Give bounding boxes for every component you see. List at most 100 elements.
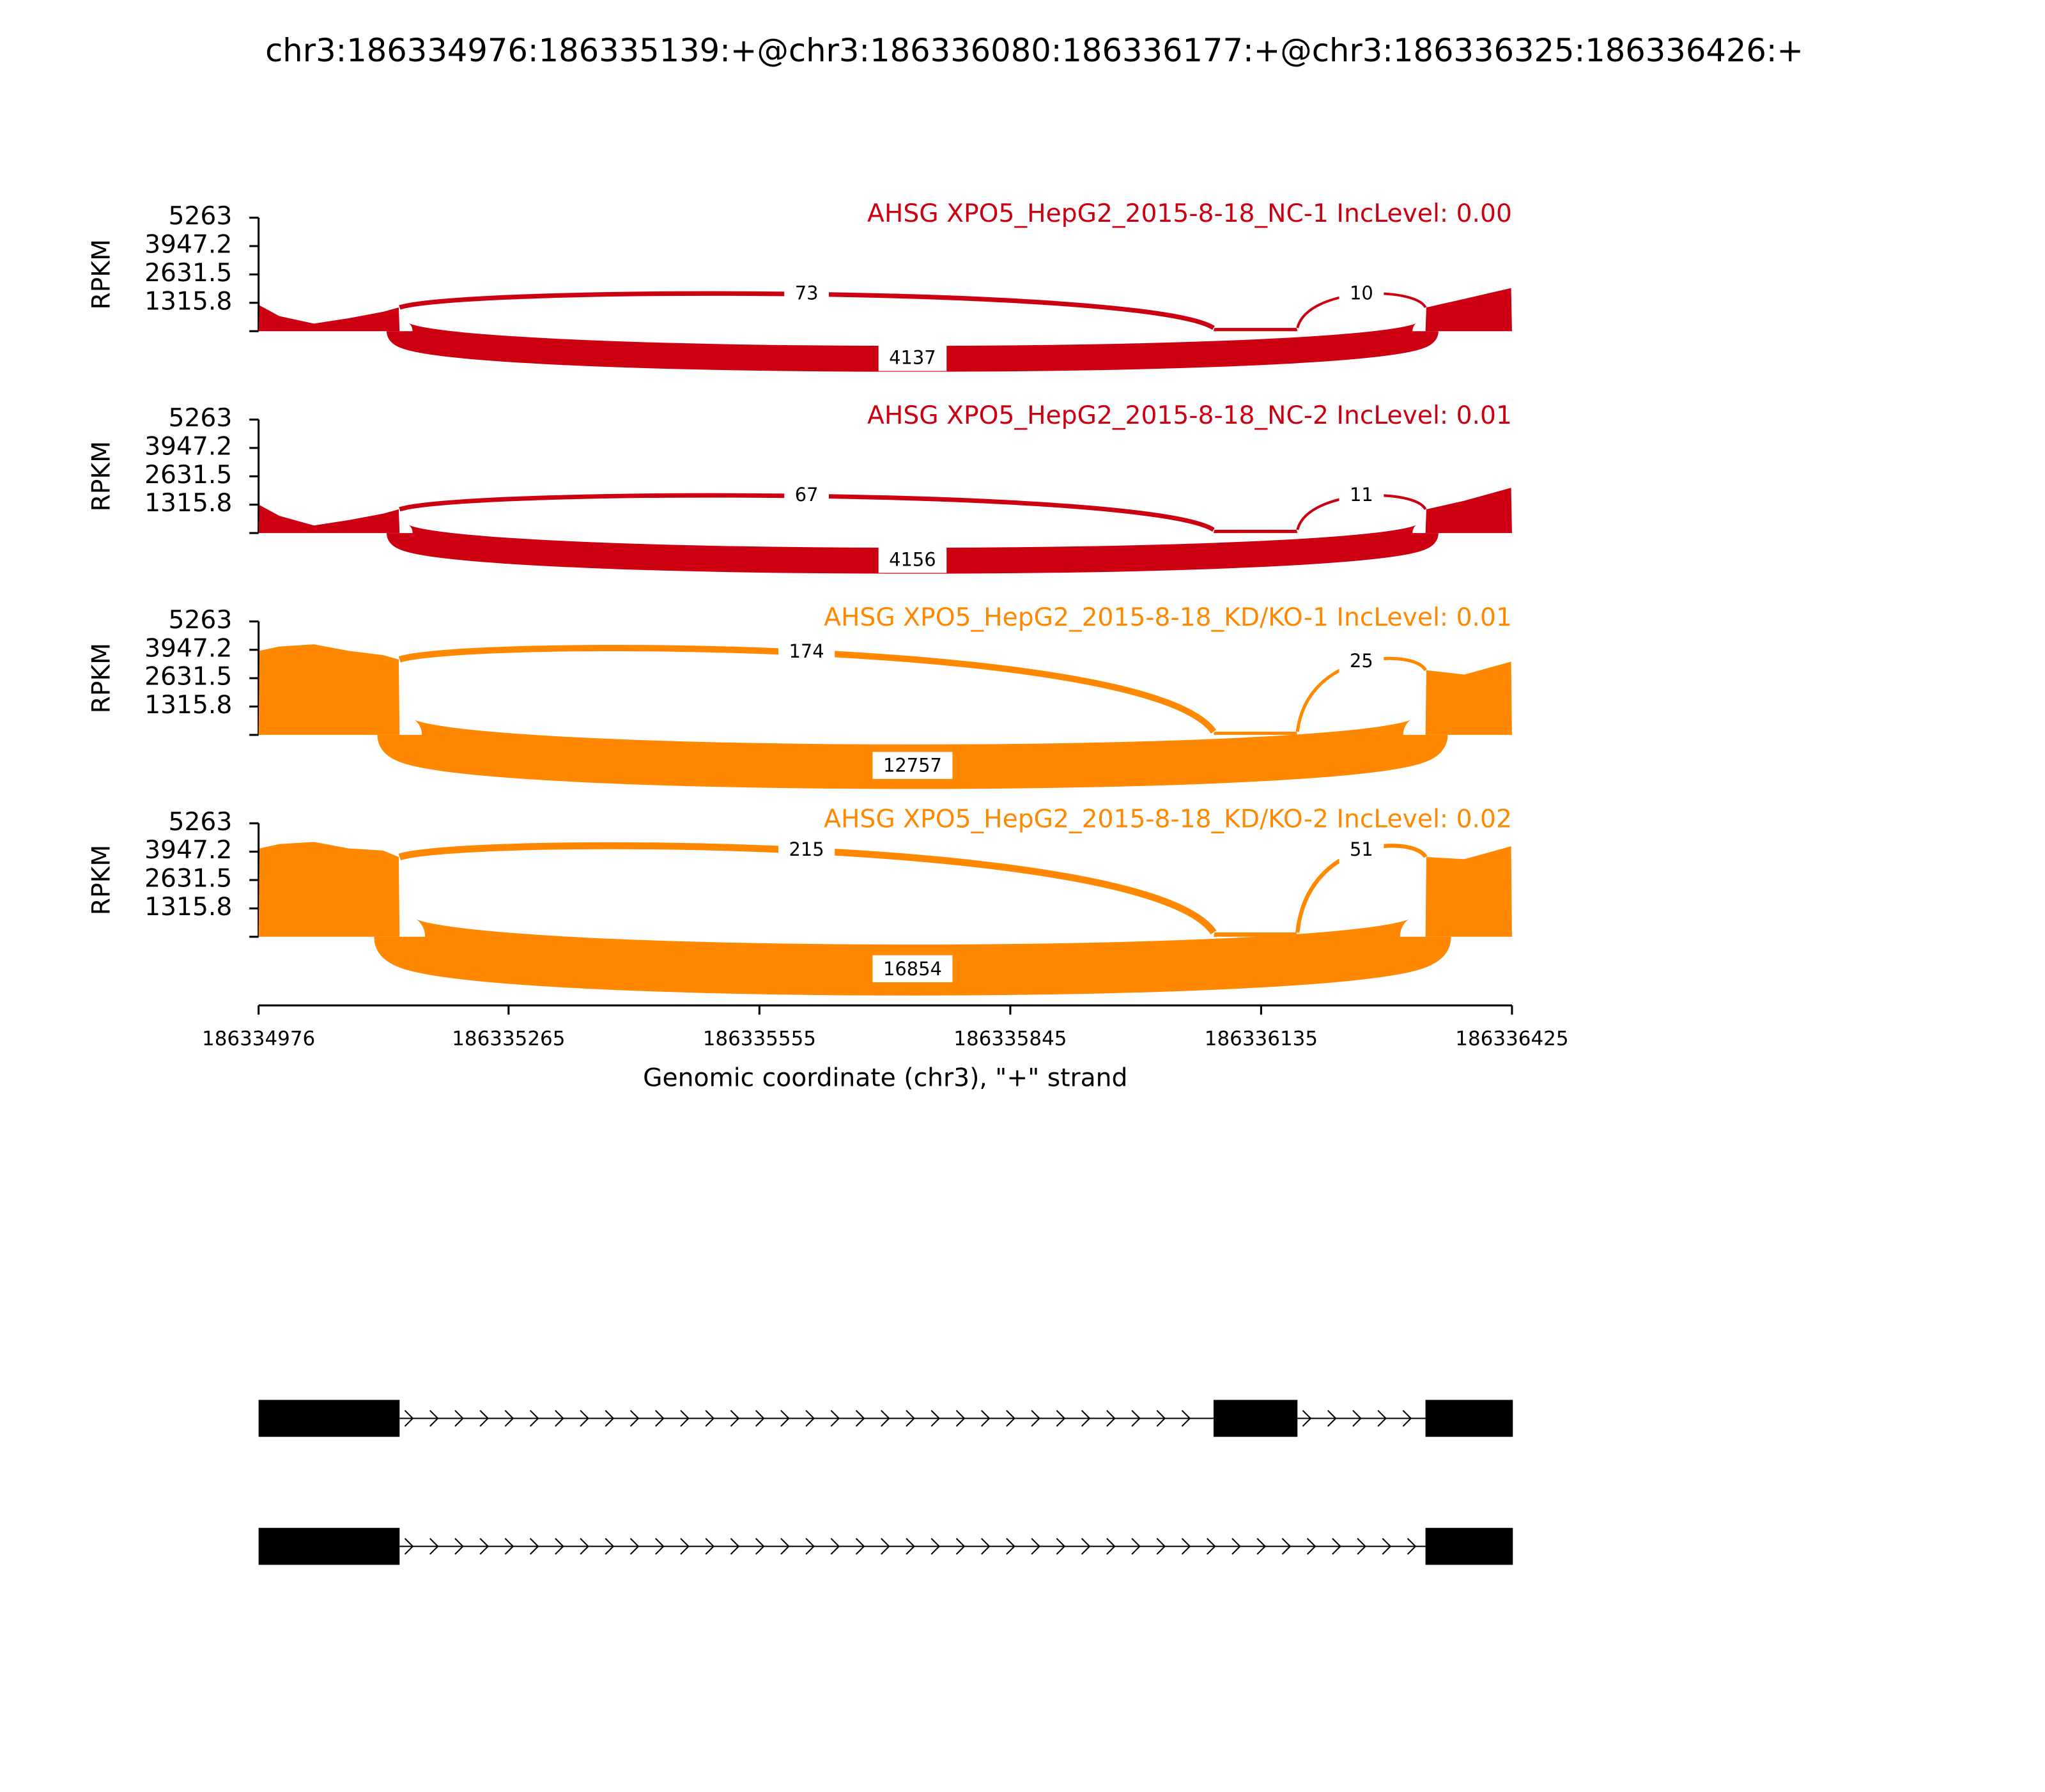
strand-chevron <box>605 1538 615 1555</box>
y-axis-label: RPKM <box>88 441 116 511</box>
strand-chevron <box>1156 1410 1166 1427</box>
x-tick-label: 186335845 <box>953 1027 1067 1050</box>
strand-chevron <box>906 1538 915 1555</box>
strand-chevron <box>980 1538 991 1555</box>
y-tick-label: 3947.2 <box>144 634 232 663</box>
strand-chevron <box>680 1538 690 1555</box>
strand-chevron <box>605 1410 615 1427</box>
y-tick-label: 2631.5 <box>144 663 232 691</box>
x-axis-label: Genomic coordinate (chr3), "+" strand <box>643 1063 1127 1092</box>
junction-count: 11 <box>1350 484 1373 506</box>
junction-count: 174 <box>789 640 824 662</box>
junction-count-box <box>1339 279 1384 307</box>
junction-count-box <box>872 752 953 779</box>
strand-chevron <box>529 1538 539 1555</box>
strand-chevron <box>555 1410 564 1427</box>
y-tick-label: 5263 <box>169 606 233 635</box>
coverage-area <box>258 288 1512 332</box>
strand-chevron <box>1056 1538 1066 1555</box>
strand-chevron <box>454 1538 464 1555</box>
strand-chevron <box>429 1410 439 1427</box>
strand-chevron <box>930 1410 941 1427</box>
junction-count: 67 <box>795 484 819 506</box>
y-axis-label: RPKM <box>88 643 116 713</box>
strand-chevron <box>780 1538 790 1555</box>
strand-chevron <box>830 1410 840 1427</box>
strand-chevron <box>705 1538 715 1555</box>
y-tick-label: 5263 <box>169 202 233 231</box>
strand-chevron <box>629 1410 640 1427</box>
junction-count: 25 <box>1350 650 1373 672</box>
strand-chevron <box>1231 1538 1241 1555</box>
y-axis-label: RPKM <box>88 845 116 915</box>
strand-chevron <box>629 1538 640 1555</box>
strand-chevron <box>705 1410 715 1427</box>
strand-chevron <box>1352 1410 1362 1427</box>
strand-chevron <box>1332 1538 1341 1555</box>
x-tick-label: 186334976 <box>202 1027 315 1050</box>
exon <box>1425 1527 1513 1565</box>
strand-chevron <box>1382 1538 1392 1555</box>
strand-chevron <box>730 1410 740 1427</box>
strand-chevron <box>930 1538 941 1555</box>
junction-count-box <box>784 481 830 509</box>
y-tick-label: 3947.2 <box>144 836 232 865</box>
exon <box>1425 1400 1513 1437</box>
strand-chevron <box>1407 1538 1417 1555</box>
x-tick-label: 186335265 <box>452 1027 565 1050</box>
chart-title: chr3:186334976:186335139:+@chr3:18633608… <box>265 32 1803 69</box>
junction-count: 16854 <box>883 958 942 980</box>
strand-chevron <box>504 1410 514 1427</box>
strand-chevron <box>1181 1410 1191 1427</box>
strand-chevron <box>479 1410 490 1427</box>
strand-chevron <box>529 1410 539 1427</box>
junction-count-box <box>1339 647 1384 675</box>
coverage-area <box>258 644 1512 735</box>
y-tick-label: 3947.2 <box>144 432 232 461</box>
junction-count: 4156 <box>889 548 936 570</box>
y-tick-label: 5263 <box>169 404 233 433</box>
strand-chevron <box>1281 1538 1292 1555</box>
y-tick-label: 2631.5 <box>144 865 232 893</box>
junction-count-box <box>1339 835 1384 863</box>
strand-chevron <box>1006 1410 1015 1427</box>
strand-chevron <box>1306 1538 1316 1555</box>
y-tick-label: 2631.5 <box>144 461 232 490</box>
strand-chevron <box>429 1538 439 1555</box>
strand-chevron <box>955 1410 966 1427</box>
strand-chevron <box>1056 1410 1066 1427</box>
strand-chevron <box>404 1538 414 1555</box>
strand-chevron <box>881 1538 890 1555</box>
exon <box>1213 1400 1298 1437</box>
strand-chevron <box>1256 1538 1267 1555</box>
strand-chevron <box>780 1410 790 1427</box>
y-tick-label: 1315.8 <box>144 489 232 518</box>
strand-chevron <box>1357 1538 1366 1555</box>
x-tick-label: 186336135 <box>1205 1027 1318 1050</box>
x-tick-label: 186336425 <box>1455 1027 1568 1050</box>
exon <box>258 1527 400 1565</box>
strand-chevron <box>855 1538 865 1555</box>
junction-count: 12757 <box>883 755 942 776</box>
strand-chevron <box>1106 1410 1116 1427</box>
strand-chevron <box>1207 1538 1216 1555</box>
strand-chevron <box>805 1538 815 1555</box>
panel-label: AHSG XPO5_HepG2_2015-8-18_KD/KO-1 IncLev… <box>824 603 1512 632</box>
strand-chevron <box>655 1410 665 1427</box>
junction-count: 215 <box>789 838 824 860</box>
strand-chevron <box>906 1410 915 1427</box>
junction-count: 4137 <box>889 346 936 368</box>
strand-chevron <box>980 1410 991 1427</box>
y-tick-label: 5263 <box>169 808 233 837</box>
strand-chevron <box>1131 1410 1141 1427</box>
strand-chevron <box>1031 1410 1041 1427</box>
strand-chevron <box>1156 1538 1166 1555</box>
junction-count-box <box>878 344 947 371</box>
strand-chevron <box>1031 1538 1041 1555</box>
panel-label: AHSG XPO5_HepG2_2015-8-18_NC-1 IncLevel:… <box>867 199 1512 228</box>
strand-chevron <box>881 1410 890 1427</box>
y-tick-label: 2631.5 <box>144 259 232 288</box>
strand-chevron <box>404 1410 414 1427</box>
